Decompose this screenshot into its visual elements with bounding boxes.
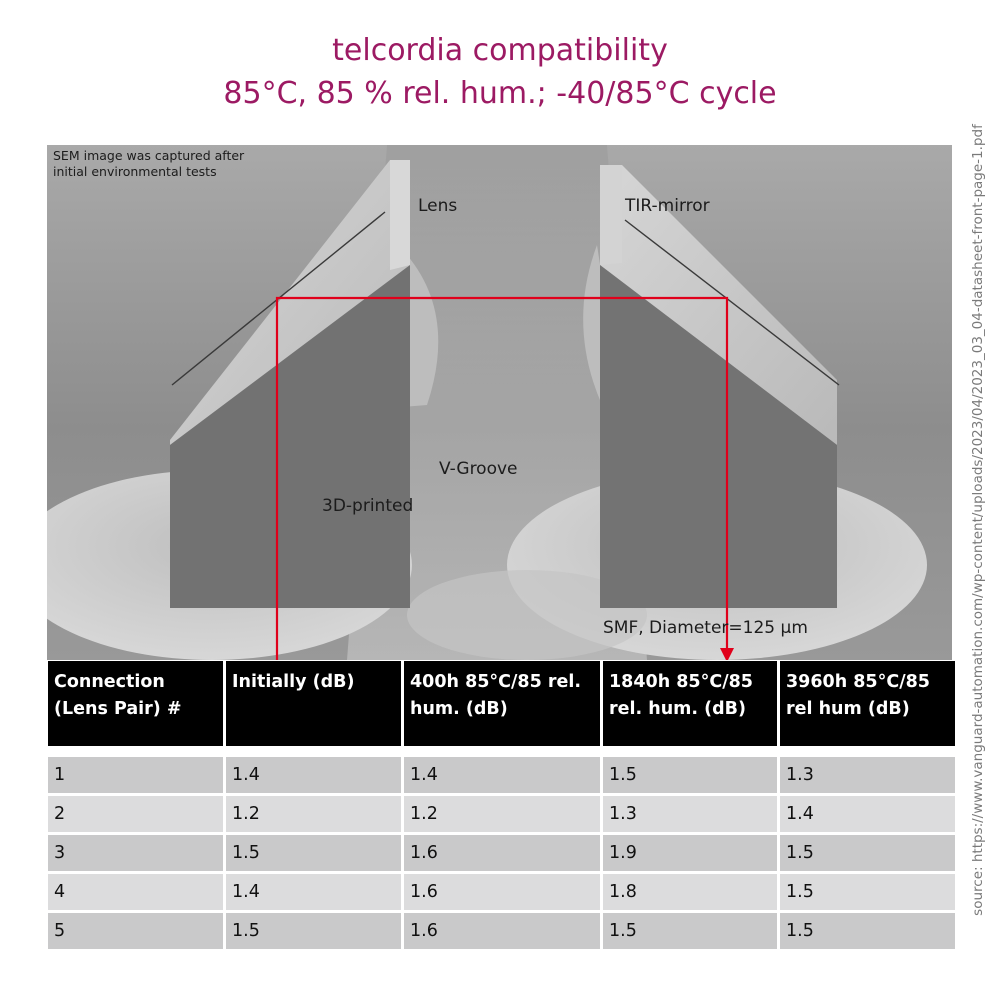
label-3d-printed: 3D-printed bbox=[322, 496, 414, 516]
page-subtitle: 85°C, 85 % rel. hum.; -40/85°C cycle bbox=[223, 76, 777, 111]
loss-table: Connection (Lens Pair) # Initially (dB) 4… bbox=[45, 658, 958, 952]
label-lens: Lens bbox=[418, 196, 458, 216]
table-cell: 1.2 bbox=[404, 796, 600, 832]
table-cell: 1.4 bbox=[226, 757, 401, 793]
table-row: 2 1.2 1.2 1.3 1.4 bbox=[48, 796, 955, 832]
table-cell: 1.5 bbox=[780, 874, 955, 910]
table-cell: 1.4 bbox=[780, 796, 955, 832]
table-cell: 1.3 bbox=[780, 757, 955, 793]
table-cell: 1.6 bbox=[404, 913, 600, 949]
table-cell: 1.5 bbox=[226, 913, 401, 949]
table-cell: 1.6 bbox=[404, 874, 600, 910]
header-1840h: 1840h 85°C/85 rel. hum. (dB) bbox=[603, 661, 777, 746]
table-cell: 1.2 bbox=[226, 796, 401, 832]
table-cell: 1.5 bbox=[780, 835, 955, 871]
label-tir-mirror: TIR-mirror bbox=[625, 196, 710, 216]
table-header-row: Connection (Lens Pair) # Initially (dB) 4… bbox=[48, 661, 955, 746]
sem-image-drawing bbox=[47, 145, 952, 660]
table-row: 5 1.5 1.6 1.5 1.5 bbox=[48, 913, 955, 949]
label-smf: SMF, Diameter=125 µm bbox=[603, 618, 808, 638]
table-cell: 1.5 bbox=[780, 913, 955, 949]
table-cell: 4 bbox=[48, 874, 223, 910]
table-row: 4 1.4 1.6 1.8 1.5 bbox=[48, 874, 955, 910]
label-v-groove: V-Groove bbox=[439, 459, 518, 479]
source-note: source: https://www.vanguard-automation.… bbox=[970, 124, 986, 916]
table-cell: 1.4 bbox=[404, 757, 600, 793]
sem-image: SEM image was captured after initial env… bbox=[47, 145, 952, 660]
table-cell: 1.9 bbox=[603, 835, 777, 871]
table-cell: 1.5 bbox=[226, 835, 401, 871]
page-title: telcordia compatibility bbox=[332, 33, 668, 68]
table-row: 1 1.4 1.4 1.5 1.3 bbox=[48, 757, 955, 793]
table-cell: 2 bbox=[48, 796, 223, 832]
header-connection: Connection (Lens Pair) # bbox=[48, 661, 223, 746]
table-cell: 1.4 bbox=[226, 874, 401, 910]
header-3960h: 3960h 85°C/85 rel hum (dB) bbox=[780, 661, 955, 746]
sem-note: SEM image was captured after initial env… bbox=[53, 148, 245, 179]
header-400h: 400h 85°C/85 rel. hum. (dB) bbox=[404, 661, 600, 746]
table-cell: 1.3 bbox=[603, 796, 777, 832]
table-cell: 1 bbox=[48, 757, 223, 793]
table-cell: 1.5 bbox=[603, 757, 777, 793]
table-cell: 5 bbox=[48, 913, 223, 949]
table-row: 3 1.5 1.6 1.9 1.5 bbox=[48, 835, 955, 871]
table-cell: 1.6 bbox=[404, 835, 600, 871]
table-cell: 1.8 bbox=[603, 874, 777, 910]
table-cell: 3 bbox=[48, 835, 223, 871]
header-initially: Initially (dB) bbox=[226, 661, 401, 746]
table-cell: 1.5 bbox=[603, 913, 777, 949]
